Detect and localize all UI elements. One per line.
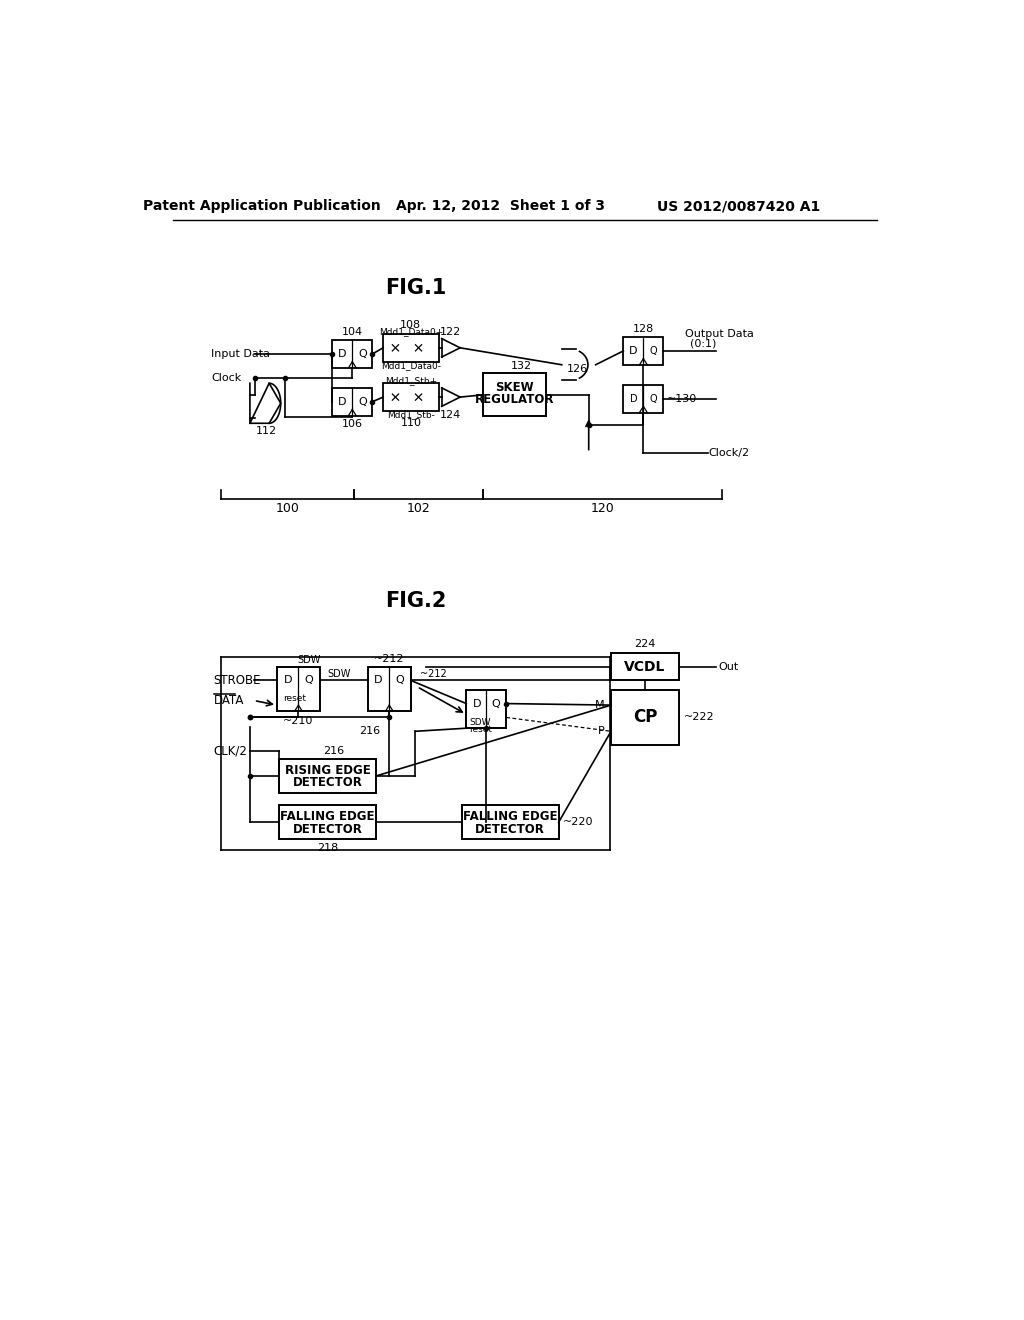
Text: (0:1): (0:1) bbox=[689, 338, 716, 348]
Text: REGULATOR: REGULATOR bbox=[475, 393, 555, 407]
Text: FIG.2: FIG.2 bbox=[385, 591, 446, 611]
Text: Clock: Clock bbox=[211, 372, 242, 383]
Text: FALLING EDGE: FALLING EDGE bbox=[463, 810, 557, 824]
Text: 108: 108 bbox=[400, 321, 422, 330]
Text: P: P bbox=[598, 726, 605, 737]
Text: CP: CP bbox=[633, 709, 657, 726]
Text: 104: 104 bbox=[342, 327, 362, 338]
Text: VCDL: VCDL bbox=[625, 660, 666, 673]
Text: 120: 120 bbox=[591, 502, 614, 515]
Bar bbox=[276, 667, 319, 711]
Text: FIG.1: FIG.1 bbox=[385, 277, 446, 298]
Text: SKEW: SKEW bbox=[496, 380, 535, 393]
Text: STROBE: STROBE bbox=[214, 675, 261, 686]
Bar bbox=[624, 385, 664, 412]
Bar bbox=[624, 337, 664, 364]
Text: Q: Q bbox=[492, 698, 500, 709]
Text: reset: reset bbox=[469, 725, 493, 734]
Bar bbox=[383, 383, 438, 411]
Bar bbox=[383, 334, 438, 362]
Text: SDW: SDW bbox=[469, 718, 490, 726]
Bar bbox=[368, 667, 411, 711]
Text: 132: 132 bbox=[510, 360, 531, 371]
Bar bbox=[280, 805, 376, 840]
Text: Mdd1_Data0+: Mdd1_Data0+ bbox=[379, 327, 443, 337]
Text: ~222: ~222 bbox=[683, 713, 714, 722]
Text: 100: 100 bbox=[275, 502, 300, 515]
Text: Q: Q bbox=[358, 348, 367, 359]
Bar bbox=[333, 341, 373, 368]
Text: SDW: SDW bbox=[328, 669, 351, 680]
Text: 216: 216 bbox=[358, 726, 380, 735]
Text: D: D bbox=[338, 397, 346, 407]
Text: ~212: ~212 bbox=[420, 669, 446, 680]
Text: D: D bbox=[629, 346, 638, 356]
Text: DATA: DATA bbox=[214, 694, 244, 708]
Text: D: D bbox=[338, 348, 346, 359]
Bar bbox=[611, 690, 679, 744]
Bar bbox=[462, 805, 559, 840]
Text: Q: Q bbox=[358, 397, 367, 407]
Text: D: D bbox=[374, 676, 383, 685]
Text: DETECTOR: DETECTOR bbox=[475, 822, 545, 836]
Bar bbox=[483, 374, 547, 416]
Text: RISING EDGE: RISING EDGE bbox=[285, 764, 371, 777]
Text: reset: reset bbox=[283, 694, 306, 704]
Text: SDW: SDW bbox=[298, 656, 321, 665]
Text: CLK/2: CLK/2 bbox=[214, 744, 248, 758]
Text: 126: 126 bbox=[566, 364, 588, 375]
Text: DETECTOR: DETECTOR bbox=[293, 822, 362, 836]
Text: US 2012/0087420 A1: US 2012/0087420 A1 bbox=[657, 199, 820, 213]
Text: 128: 128 bbox=[633, 325, 654, 334]
Text: Clock/2: Clock/2 bbox=[708, 447, 750, 458]
Text: DETECTOR: DETECTOR bbox=[293, 776, 362, 789]
Text: Apr. 12, 2012  Sheet 1 of 3: Apr. 12, 2012 Sheet 1 of 3 bbox=[395, 199, 604, 213]
Text: Input Data: Input Data bbox=[211, 348, 270, 359]
Text: 122: 122 bbox=[440, 327, 462, 338]
Text: Mdd1_Stb+: Mdd1_Stb+ bbox=[385, 376, 437, 385]
Text: D: D bbox=[473, 698, 481, 709]
Text: Out: Out bbox=[719, 661, 739, 672]
Bar bbox=[280, 759, 376, 793]
Text: 124: 124 bbox=[440, 409, 462, 420]
Text: Q: Q bbox=[649, 346, 657, 356]
Bar bbox=[333, 388, 373, 416]
Text: ~130: ~130 bbox=[668, 393, 697, 404]
Text: Patent Application Publication: Patent Application Publication bbox=[142, 199, 380, 213]
Text: Mdd1_Data0-: Mdd1_Data0- bbox=[381, 362, 441, 370]
Text: 106: 106 bbox=[342, 418, 362, 429]
Text: D: D bbox=[630, 393, 637, 404]
Text: ~212: ~212 bbox=[374, 653, 404, 664]
Text: Output Data: Output Data bbox=[685, 329, 754, 339]
Text: Q: Q bbox=[395, 676, 404, 685]
Text: 224: 224 bbox=[634, 639, 655, 649]
Text: 102: 102 bbox=[407, 502, 430, 515]
Text: Q: Q bbox=[649, 393, 657, 404]
Text: 110: 110 bbox=[400, 417, 421, 428]
Text: ~210: ~210 bbox=[284, 715, 313, 726]
Text: 218: 218 bbox=[317, 843, 338, 853]
Text: Q: Q bbox=[305, 676, 313, 685]
Bar bbox=[466, 689, 506, 729]
Text: M: M bbox=[595, 700, 605, 710]
Text: 216: 216 bbox=[324, 746, 344, 756]
Bar bbox=[611, 653, 679, 681]
Text: Mdd1_Stb-: Mdd1_Stb- bbox=[387, 411, 435, 420]
Text: FALLING EDGE: FALLING EDGE bbox=[281, 810, 375, 824]
Text: 112: 112 bbox=[256, 426, 278, 436]
Text: D: D bbox=[284, 676, 292, 685]
Text: ~220: ~220 bbox=[562, 817, 593, 828]
